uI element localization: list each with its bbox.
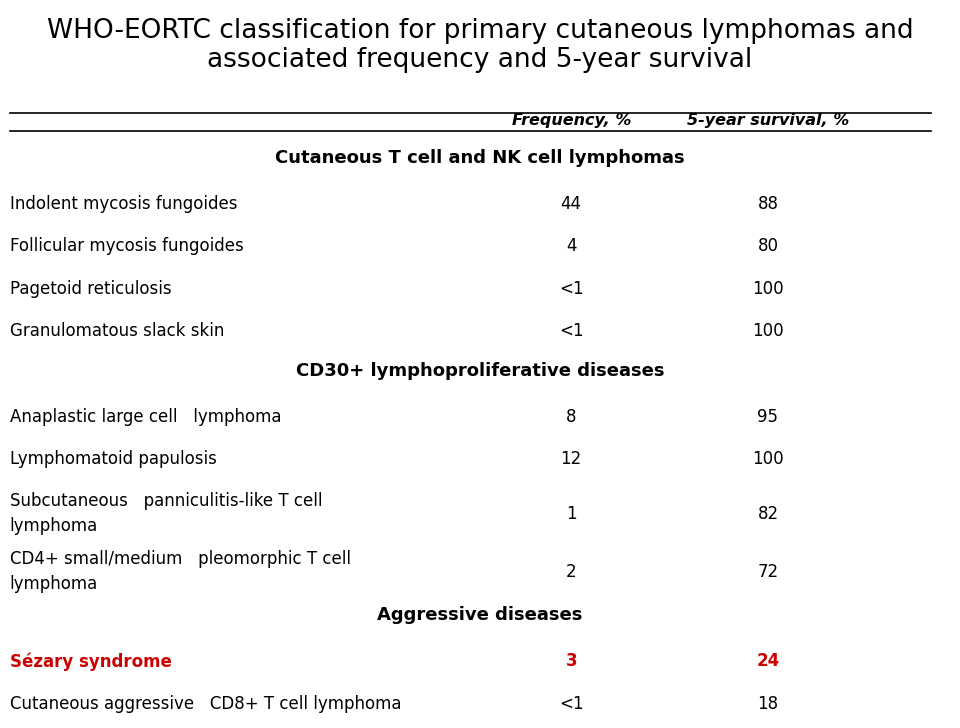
Text: lymphoma: lymphoma	[10, 575, 98, 593]
Text: Frequency, %: Frequency, %	[512, 114, 631, 128]
Text: 82: 82	[757, 505, 779, 523]
Text: Subcutaneous   panniculitis-like T cell: Subcutaneous panniculitis-like T cell	[10, 492, 323, 510]
Text: 3: 3	[565, 652, 577, 670]
Text: Pagetoid reticulosis: Pagetoid reticulosis	[10, 280, 171, 298]
Text: 18: 18	[757, 695, 779, 713]
Text: 44: 44	[561, 195, 582, 213]
Text: Sézary syndrome: Sézary syndrome	[10, 652, 172, 670]
Text: 8: 8	[566, 408, 576, 426]
Text: 100: 100	[753, 450, 783, 468]
Text: Indolent mycosis fungoides: Indolent mycosis fungoides	[10, 195, 237, 213]
Text: CD30+ lymphoproliferative diseases: CD30+ lymphoproliferative diseases	[296, 362, 664, 380]
Text: 12: 12	[561, 450, 582, 468]
Text: 95: 95	[757, 408, 779, 426]
Text: 5-year survival, %: 5-year survival, %	[686, 114, 850, 128]
Text: 24: 24	[756, 652, 780, 670]
Text: 72: 72	[757, 563, 779, 581]
Text: 1: 1	[565, 505, 577, 523]
Text: Granulomatous slack skin: Granulomatous slack skin	[10, 322, 224, 340]
Text: <1: <1	[559, 280, 584, 298]
Text: Follicular mycosis fungoides: Follicular mycosis fungoides	[10, 237, 243, 256]
Text: lymphoma: lymphoma	[10, 517, 98, 535]
Text: Anaplastic large cell   lymphoma: Anaplastic large cell lymphoma	[10, 408, 281, 426]
Text: Cutaneous T cell and NK cell lymphomas: Cutaneous T cell and NK cell lymphomas	[276, 149, 684, 167]
Text: CD4+ small/medium   pleomorphic T cell: CD4+ small/medium pleomorphic T cell	[10, 550, 350, 569]
Text: 88: 88	[757, 195, 779, 213]
Text: 100: 100	[753, 322, 783, 340]
Text: WHO-EORTC classification for primary cutaneous lymphomas and: WHO-EORTC classification for primary cut…	[47, 18, 913, 44]
Text: Lymphomatoid papulosis: Lymphomatoid papulosis	[10, 450, 216, 468]
Text: 80: 80	[757, 237, 779, 256]
Text: <1: <1	[559, 322, 584, 340]
Text: <1: <1	[559, 695, 584, 713]
Text: Aggressive diseases: Aggressive diseases	[377, 606, 583, 625]
Text: 100: 100	[753, 280, 783, 298]
Text: associated frequency and 5-year survival: associated frequency and 5-year survival	[207, 47, 753, 74]
Text: Cutaneous aggressive   CD8+ T cell lymphoma: Cutaneous aggressive CD8+ T cell lymphom…	[10, 695, 401, 713]
Text: 2: 2	[565, 563, 577, 581]
Text: 4: 4	[566, 237, 576, 256]
